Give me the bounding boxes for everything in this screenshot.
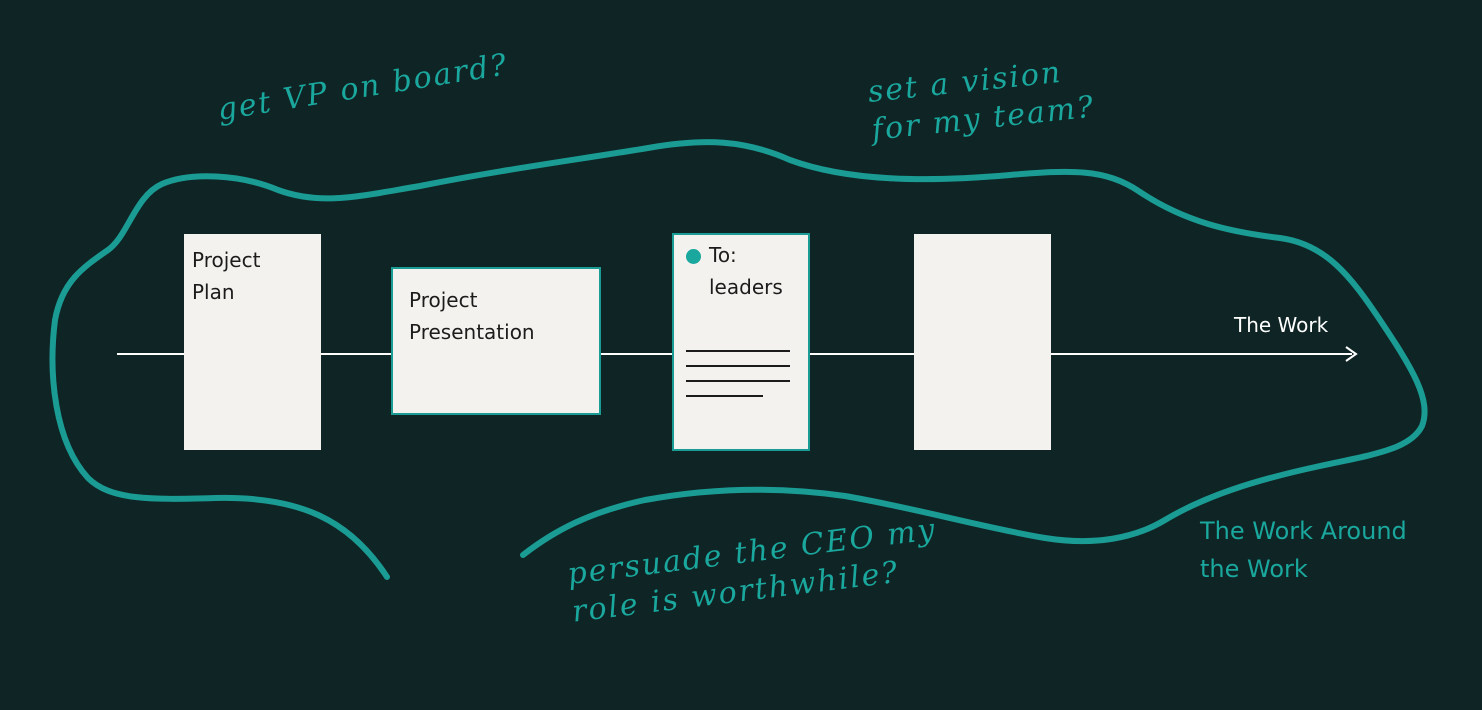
work-around-loop (49, 139, 1428, 580)
project-plan-card: Project Plan (184, 234, 321, 450)
project-presentation-card: Project Presentation (391, 267, 601, 415)
memo-line (686, 350, 790, 352)
memo-line (686, 365, 790, 367)
memo-dot-icon (686, 249, 701, 264)
flow-label: The Work (1234, 313, 1329, 337)
blank-card (914, 234, 1051, 450)
memo-to-label: To: leaders (709, 243, 783, 299)
project-plan-label: Project Plan (192, 248, 261, 304)
project-presentation-label: Project Presentation (409, 288, 535, 344)
flow-arrowhead (1345, 346, 1358, 362)
memo-line (686, 395, 763, 397)
work-around-label: The Work Around the Work (1200, 517, 1407, 583)
memo-line (686, 380, 790, 382)
memo-card: To: leaders (672, 233, 810, 451)
